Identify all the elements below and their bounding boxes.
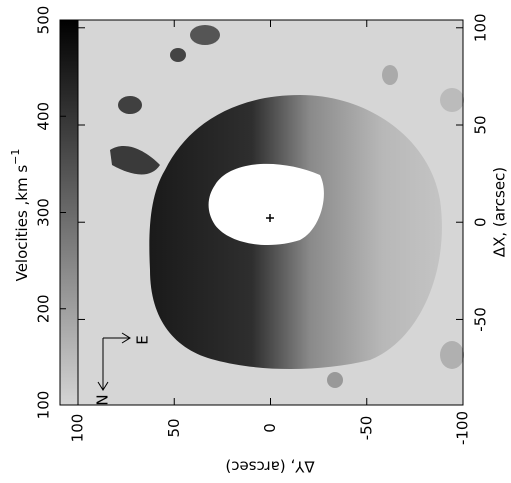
compass-north: N: [94, 394, 112, 405]
x-tick-label: -100: [454, 411, 472, 445]
x-tick-label: 100: [69, 414, 87, 443]
x-tick-label: 0: [261, 423, 279, 433]
colorbar-tick-label: 100: [35, 391, 53, 420]
colorbar-label-text: Velocities ,km s: [13, 165, 31, 282]
colorbar-tick-label: 400: [35, 102, 53, 131]
y-tick-label: 0: [472, 217, 490, 227]
y-tick-label: 50: [472, 115, 490, 134]
x-tick-label: 50: [165, 418, 183, 437]
colorbar-label: Velocities ,km s−1: [9, 149, 31, 282]
colorbar-tick-label: 300: [35, 198, 53, 227]
y-tick-label: -50: [472, 307, 490, 332]
velocity-map: [110, 25, 464, 388]
compass-east: E: [134, 335, 152, 344]
x-tick-label: -50: [357, 416, 375, 441]
x-axis-label: ΔY, (arcsec): [225, 458, 314, 476]
colorbar-tick-label: 500: [35, 6, 53, 35]
compass: [97, 332, 131, 391]
y-axis-label: ΔX, (arcsec): [491, 167, 509, 257]
colorbar-tick-label: 200: [35, 294, 53, 323]
y-tick-label: 100: [472, 13, 490, 42]
colorbar-label-exponent: −1: [9, 149, 22, 165]
